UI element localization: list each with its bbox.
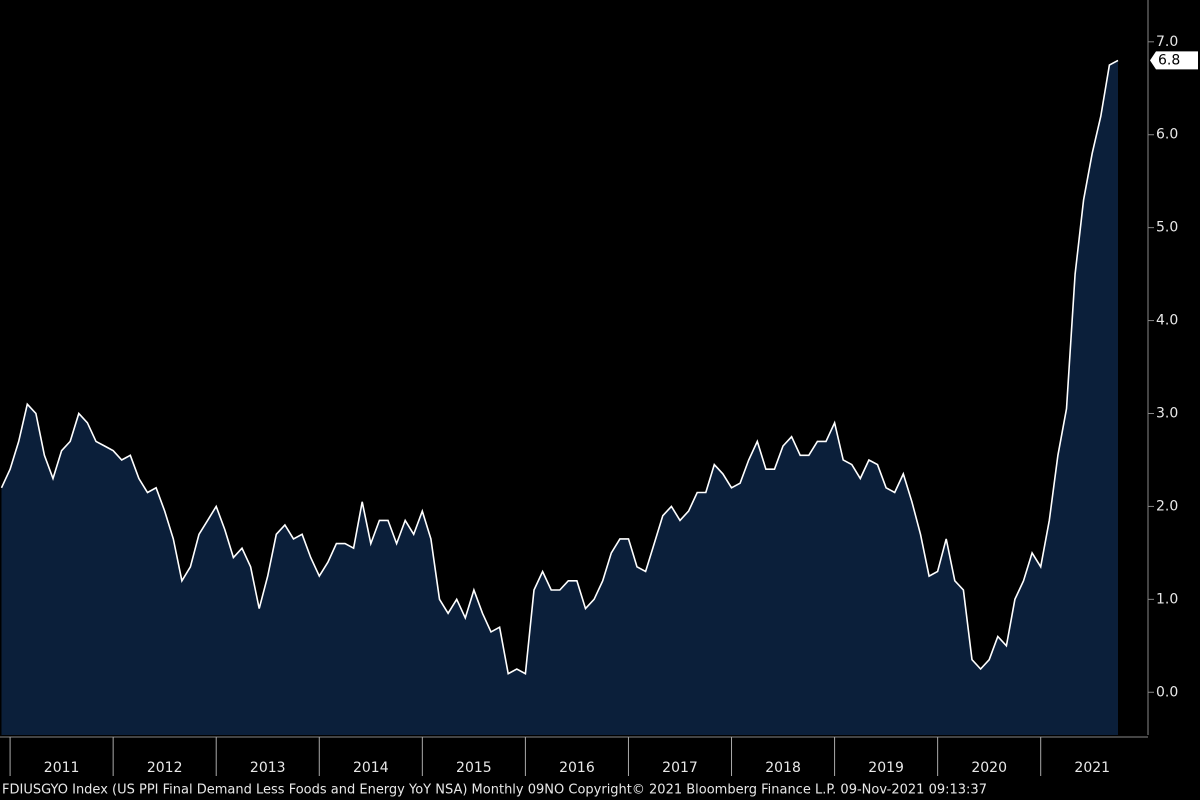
y-tick-label: 6.0 bbox=[1156, 127, 1178, 143]
y-tick-label: 5.0 bbox=[1156, 220, 1178, 236]
last-value-label: 6.8 bbox=[1158, 52, 1180, 68]
x-tick-label: 2019 bbox=[868, 760, 904, 776]
line bbox=[0, 59, 1119, 675]
x-tick-label: 2014 bbox=[353, 760, 389, 776]
x-tick-label: 2015 bbox=[456, 760, 492, 776]
footer: FDIUSGYO Index (US PPI Final Demand Less… bbox=[2, 783, 987, 798]
y-tick-label: 7.0 bbox=[1156, 34, 1178, 50]
x-tick-label: 2012 bbox=[147, 760, 183, 776]
x-tick-label: 2016 bbox=[559, 760, 595, 776]
last-value-box bbox=[1150, 51, 1198, 70]
x-tick-label: 2020 bbox=[971, 760, 1007, 776]
y-tick-label: 1.0 bbox=[1156, 591, 1178, 607]
x-tick-label: 2011 bbox=[44, 760, 80, 776]
x-tick-label: 2013 bbox=[250, 760, 286, 776]
y-tick-label: 0.0 bbox=[1156, 684, 1178, 700]
x-tick-label: 2021 bbox=[1074, 760, 1110, 776]
y-tick-label: 2.0 bbox=[1156, 498, 1178, 514]
x-tick-label: 2018 bbox=[765, 760, 801, 776]
x-tick-label: 2017 bbox=[662, 760, 698, 776]
y-tick-label: 3.0 bbox=[1156, 405, 1178, 421]
y-tick-label: 4.0 bbox=[1156, 313, 1178, 329]
area bbox=[1, 60, 1118, 735]
